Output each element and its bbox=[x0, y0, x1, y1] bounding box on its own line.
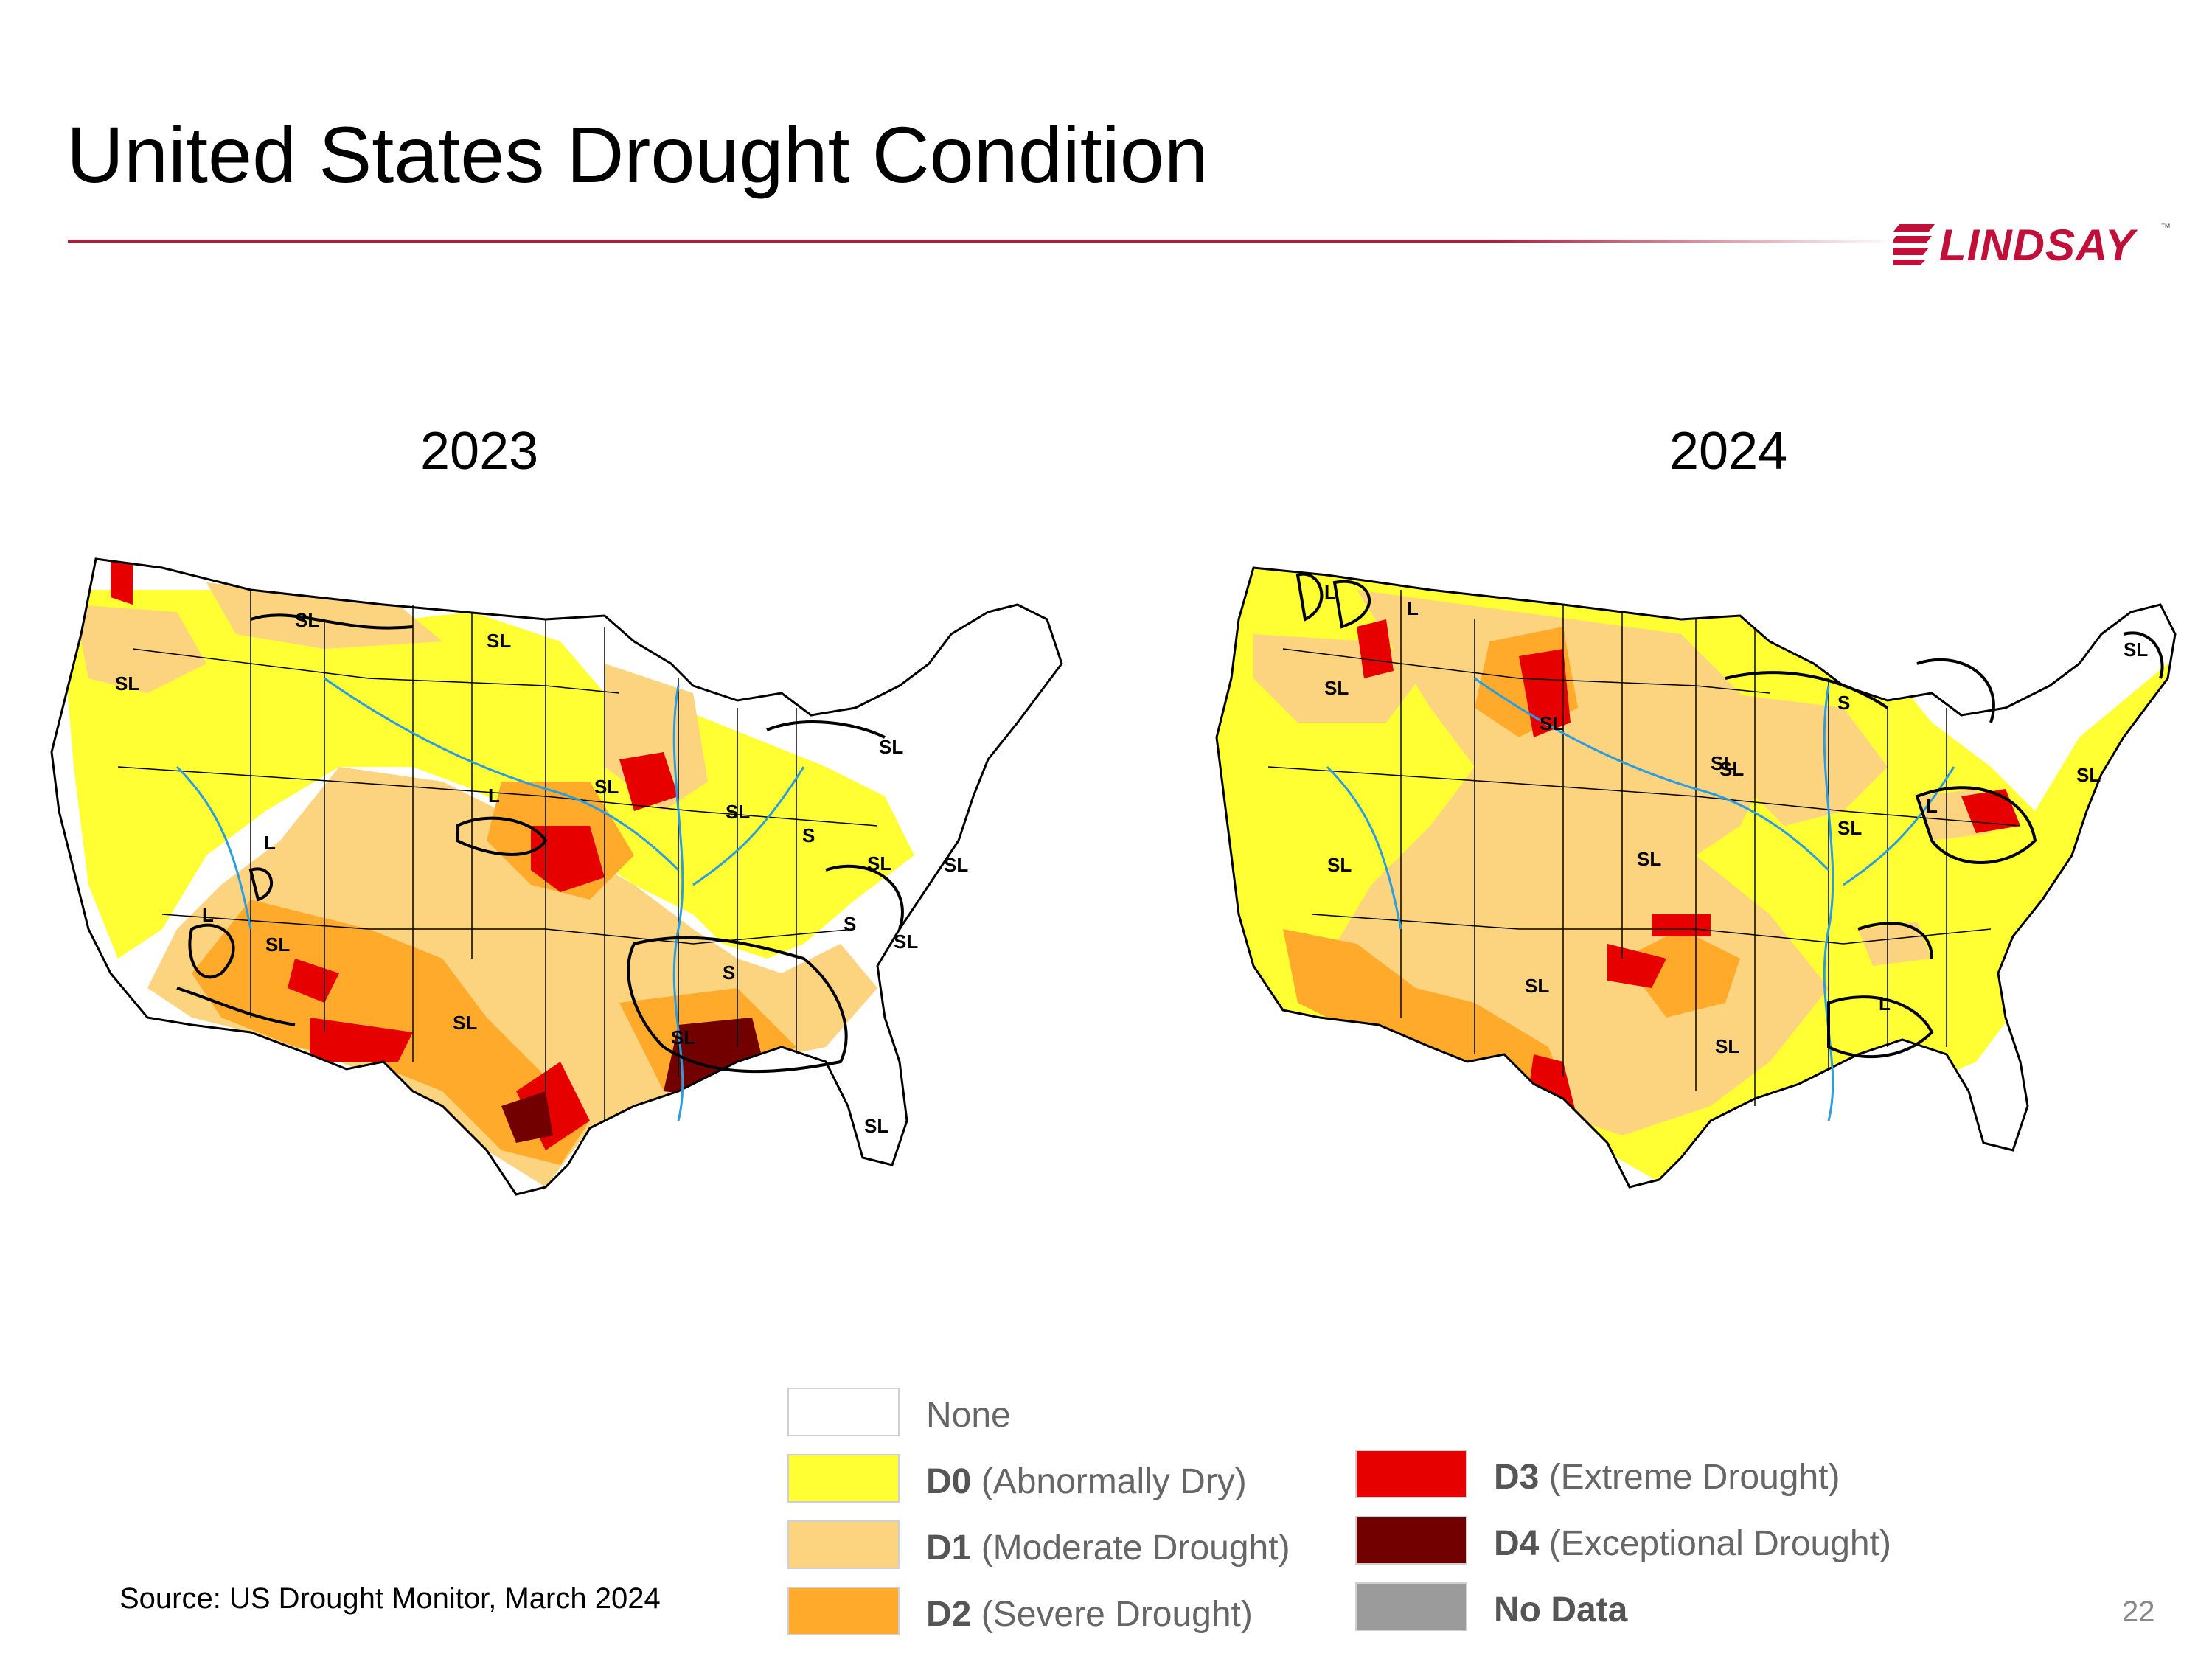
impact-label: L bbox=[1879, 992, 1891, 1015]
impact-label: SL bbox=[894, 931, 918, 953]
impact-label: SL bbox=[879, 736, 903, 758]
legend-swatch-no-data bbox=[1355, 1582, 1467, 1631]
impact-label: SL bbox=[265, 933, 290, 956]
impact-label: L bbox=[202, 904, 214, 926]
legend-label-d4: D4 (Exceptional Drought) bbox=[1494, 1524, 1891, 1563]
impact-label: SL bbox=[864, 1115, 888, 1137]
legend-swatch-none bbox=[787, 1388, 900, 1436]
impact-label: SL bbox=[1525, 975, 1549, 997]
legend-label-d3: D3 (Extreme Drought) bbox=[1494, 1458, 1840, 1497]
page-number: 22 bbox=[2122, 1596, 2155, 1628]
impact-label: SL bbox=[1540, 712, 1564, 734]
impact-label: SL bbox=[1324, 677, 1349, 699]
legend-swatch-d0 bbox=[787, 1454, 900, 1503]
impact-label: SL bbox=[944, 854, 968, 876]
impact-label: S bbox=[802, 824, 815, 846]
legend-label-none: None bbox=[926, 1396, 1011, 1435]
impact-label: SL bbox=[867, 852, 891, 874]
map-year-2023: 2023 bbox=[420, 422, 539, 481]
legend-label-no-data: No Data bbox=[1494, 1590, 1628, 1630]
impact-label: SL bbox=[2076, 764, 2101, 786]
impact-label: SL bbox=[1711, 752, 1735, 774]
legend-swatch-d3 bbox=[1355, 1450, 1467, 1498]
legend-swatch-d1 bbox=[787, 1520, 900, 1569]
lindsay-logo: LINDSAY ™ bbox=[1893, 220, 2174, 270]
slide-title: United States Drought Condition bbox=[66, 110, 1208, 199]
source-note: Source: US Drought Monitor, March 2024 bbox=[119, 1582, 661, 1615]
impact-label: S bbox=[1837, 692, 1850, 714]
impact-label: SL bbox=[671, 1026, 695, 1048]
impact-label: L bbox=[1324, 581, 1336, 603]
impact-label: SL bbox=[1715, 1035, 1739, 1057]
impact-label: L bbox=[488, 785, 500, 807]
impact-label: SL bbox=[487, 630, 511, 652]
title-divider bbox=[68, 240, 1896, 243]
impact-label: SL bbox=[453, 1012, 477, 1034]
trademark-symbol: ™ bbox=[2160, 221, 2171, 233]
impact-label: SL bbox=[2124, 639, 2148, 661]
impact-label: SL bbox=[1719, 758, 1744, 780]
drought-map-2023: SL SL SL SL L SL L L SL SL SL S SL S SL … bbox=[29, 546, 1077, 1209]
drought-map-2024: L L SL SL SL S SL L SL SL SL SL SL SL L … bbox=[1209, 546, 2183, 1209]
impact-label: SL bbox=[1837, 817, 1862, 839]
map-year-2024: 2024 bbox=[1669, 422, 1788, 481]
impact-label: SL bbox=[115, 672, 139, 695]
legend-label-d0: D0 (Abnormally Dry) bbox=[926, 1462, 1247, 1501]
legend-swatch-d4 bbox=[1355, 1516, 1467, 1565]
impact-label: S bbox=[723, 961, 735, 984]
impact-label: SL bbox=[1327, 854, 1352, 876]
impact-label: SL bbox=[726, 801, 750, 823]
legend-swatch-d2 bbox=[787, 1587, 900, 1635]
impact-label: SL bbox=[295, 609, 319, 631]
legend-label-d1: D1 (Moderate Drought) bbox=[926, 1528, 1290, 1568]
lindsay-stripes-icon bbox=[1893, 224, 1935, 265]
impact-label: L bbox=[1926, 795, 1938, 817]
logo-text: LINDSAY bbox=[1939, 220, 2135, 270]
impact-label: SL bbox=[594, 776, 619, 798]
impact-label: L bbox=[1407, 597, 1419, 619]
impact-label: L bbox=[264, 832, 276, 854]
legend-label-d2: D2 (Severe Drought) bbox=[926, 1595, 1253, 1634]
impact-label: S bbox=[844, 913, 856, 935]
impact-label: SL bbox=[1637, 848, 1661, 870]
